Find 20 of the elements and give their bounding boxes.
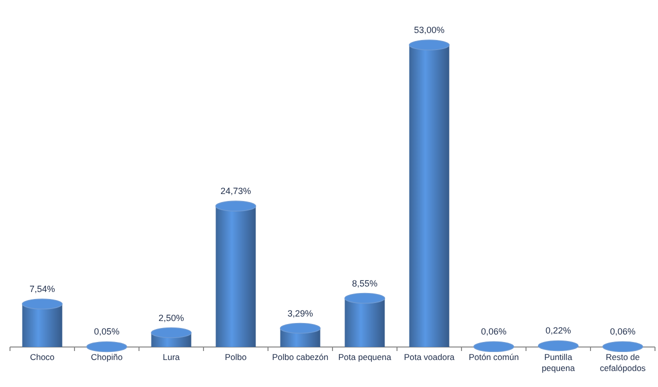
data-label: 2,50% <box>158 312 184 323</box>
data-label: 7,54% <box>29 284 56 294</box>
x-tick-label: Chopiño <box>90 352 123 362</box>
x-tick-label: Polbo cabezón <box>272 352 329 362</box>
x-tick-label: Puntilla pequena <box>542 352 576 373</box>
data-label: 0,22% <box>545 326 572 336</box>
data-label: 24,73% <box>220 186 252 196</box>
data-label: 0,05% <box>94 326 120 337</box>
data-label: 8,55% <box>352 278 378 288</box>
x-tick-label: Choco <box>30 352 55 362</box>
x-tick-label: Lura <box>162 352 180 362</box>
x-tick-label: Resto de cefalópodos <box>600 352 646 373</box>
data-label: 0,06% <box>480 326 507 337</box>
data-label: 0,06% <box>610 326 636 337</box>
x-tick-label: Potón común <box>468 352 520 362</box>
x-tick-label: Pota voadora <box>404 352 455 362</box>
data-label: 53,00% <box>414 25 445 35</box>
x-tick-label: Polbo <box>224 352 247 362</box>
data-label: 3,29% <box>287 308 314 318</box>
x-tick-label: Pota pequena <box>338 352 392 362</box>
